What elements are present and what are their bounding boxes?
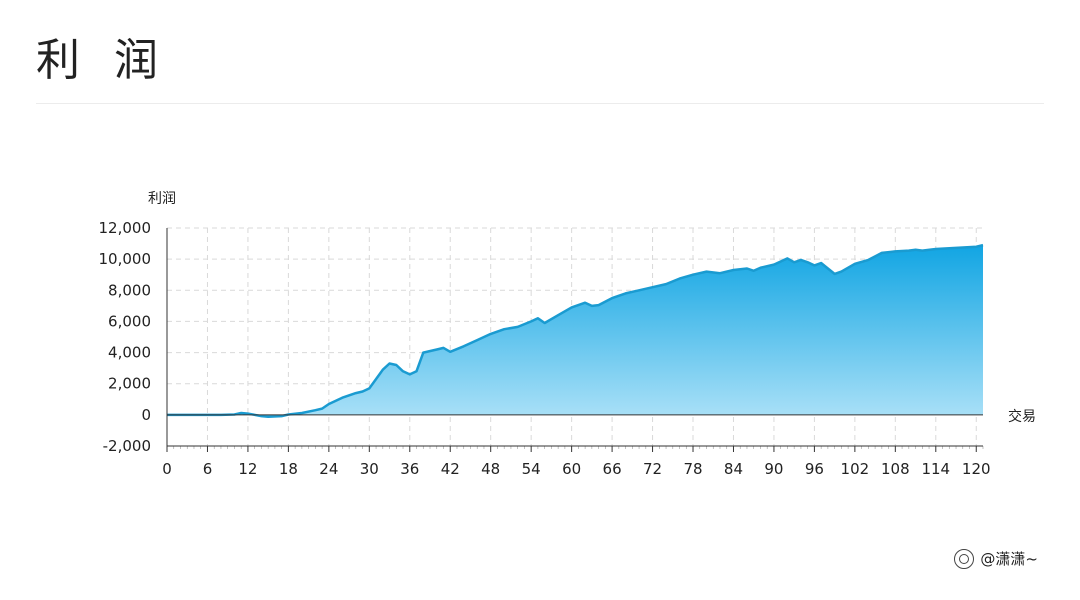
title-divider	[36, 103, 1044, 104]
zhihu-camera-icon	[954, 548, 975, 569]
x-tick-label: 18	[279, 460, 298, 478]
y-tick-label: 6,000	[108, 312, 151, 330]
x-tick-label: 114	[921, 460, 950, 478]
x-tick-label: 90	[764, 460, 783, 478]
y-tick-label: 8,000	[108, 281, 151, 299]
x-tick-label: 30	[360, 460, 379, 478]
y-tick-label: 12,000	[99, 219, 152, 237]
axis-labels: -2,000 0 2,000 4,000 6,000 8,000 10,000 12,000 0…	[99, 219, 991, 478]
axes	[166, 228, 984, 452]
x-tick-label: 72	[643, 460, 662, 478]
x-axis-title: 交易	[1008, 408, 1036, 425]
y-axis-title: 利润	[148, 191, 176, 207]
x-tick-label: 6	[203, 460, 213, 478]
x-tick-label: 0	[162, 460, 172, 478]
page-title: 利 润	[36, 35, 168, 86]
y-tick-label: 10,000	[99, 250, 152, 268]
x-tick-label: 42	[441, 460, 460, 478]
area-series	[167, 243, 984, 418]
x-tick-label: 102	[841, 460, 870, 478]
y-tick-label: 0	[141, 406, 151, 424]
x-tick-label: 12	[238, 460, 257, 478]
x-tick-label: 108	[881, 460, 910, 478]
watermark-text: @潇潇~	[980, 550, 1038, 568]
x-tick-label: 36	[400, 460, 419, 478]
x-tick-label: 96	[805, 460, 824, 478]
x-tick-label: 66	[603, 460, 622, 478]
profit-line	[167, 243, 984, 418]
profit-area-fill	[167, 245, 983, 417]
x-tick-label: 24	[319, 460, 338, 478]
y-tick-label: 2,000	[108, 375, 151, 393]
x-tick-label: 48	[481, 460, 500, 478]
watermark: @潇潇~	[954, 548, 1038, 569]
y-tick-label: 4,000	[108, 344, 151, 362]
x-tick-label: 54	[522, 460, 541, 478]
x-tick-label: 84	[724, 460, 743, 478]
x-tick-label: 120	[962, 460, 991, 478]
x-tick-label: 78	[683, 460, 702, 478]
x-tick-label: 60	[562, 460, 581, 478]
y-tick-label: -2,000	[103, 437, 151, 455]
